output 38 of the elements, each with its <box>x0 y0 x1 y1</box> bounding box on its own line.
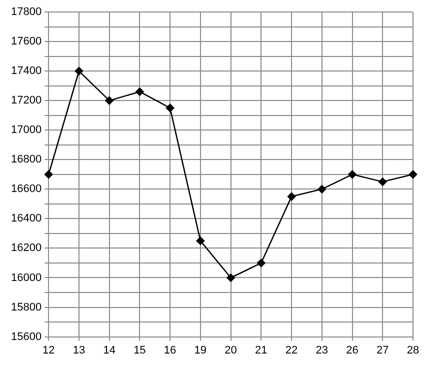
x-tick-label: 26 <box>346 344 358 356</box>
point <box>348 170 356 179</box>
y-tick-label: 16800 <box>10 154 42 166</box>
x-tick-label: 20 <box>224 344 237 356</box>
y-tick-label: 16600 <box>10 183 42 196</box>
point <box>166 104 174 112</box>
x-tick-label: 13 <box>72 344 86 356</box>
y-tick-label: 16000 <box>10 272 42 284</box>
point <box>196 236 205 245</box>
y-tick-label: 17600 <box>10 36 42 48</box>
point <box>136 88 144 96</box>
y-tick-label: 17200 <box>10 94 42 107</box>
point <box>44 170 53 179</box>
x-tick-label: 16 <box>164 344 176 356</box>
point <box>378 178 387 186</box>
y-tick-label: 17800 <box>10 6 42 18</box>
point <box>318 185 326 194</box>
x-tick-label: 22 <box>285 344 298 356</box>
point <box>105 96 114 105</box>
y-tick-label: 15600 <box>10 330 42 343</box>
x-tick-label: 27 <box>376 344 389 356</box>
point <box>226 274 235 282</box>
point <box>74 66 84 76</box>
point <box>287 192 296 201</box>
x-tick-label: 14 <box>103 344 116 356</box>
point <box>408 170 418 179</box>
x-tick-label: 28 <box>406 344 420 356</box>
y-tick-label: 16200 <box>10 242 42 254</box>
y-tick-label: 15800 <box>10 301 42 314</box>
x-tick-label: 19 <box>194 344 207 356</box>
x-tick-label: 21 <box>255 344 268 356</box>
point <box>257 258 266 268</box>
x-tick-label: 23 <box>316 344 328 356</box>
y-tick-label: 16400 <box>10 212 42 225</box>
y-tick-label: 17400 <box>10 65 42 78</box>
y-tick-label: 17000 <box>10 124 42 136</box>
x-tick-label: 12 <box>42 344 55 356</box>
x-tick-label: 15 <box>134 344 146 356</box>
